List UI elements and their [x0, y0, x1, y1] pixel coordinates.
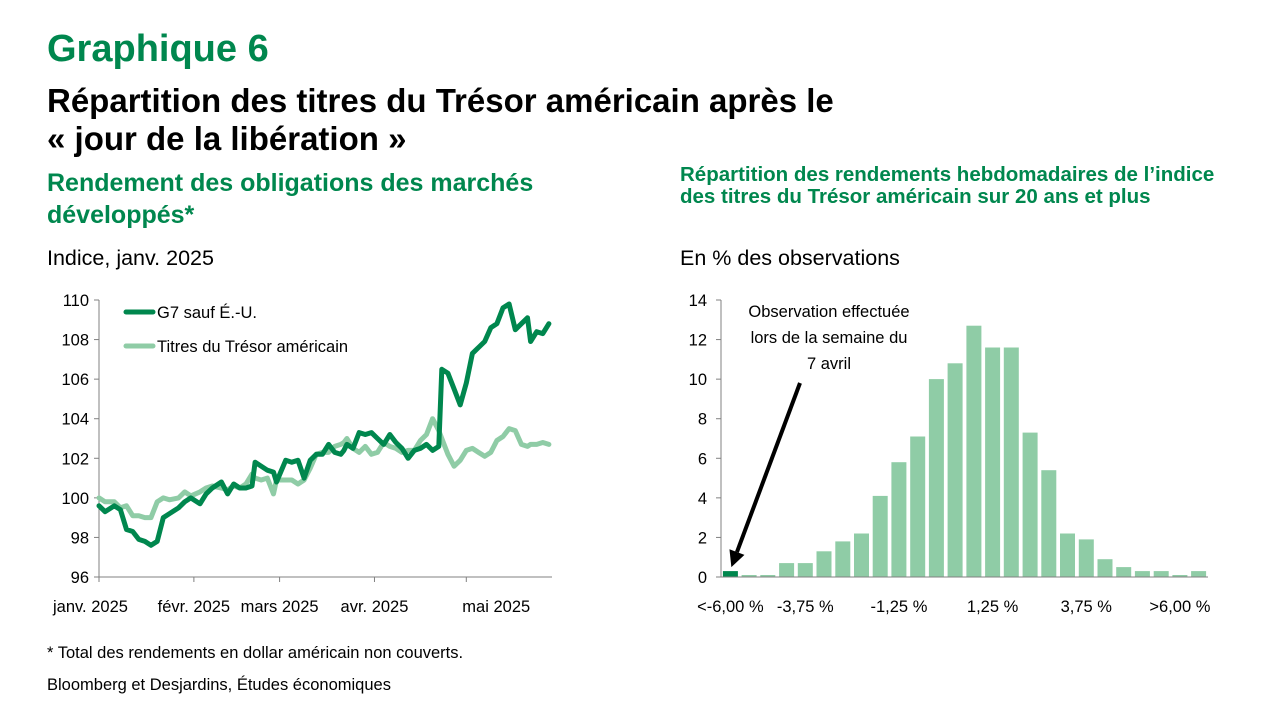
annotation-text: Observation effectuée — [748, 303, 909, 321]
annotation-text: lors de la semaine du — [751, 329, 908, 347]
figure-title: Répartition des titres du Trésor américa… — [47, 82, 947, 158]
bar-chart-y-tick-label: 6 — [698, 450, 707, 468]
bar-chart-y-tick-label: 10 — [689, 371, 707, 389]
line-chart-y-tick-label: 96 — [71, 569, 89, 587]
histogram-bar — [910, 436, 926, 577]
line-chart-y-tick-label: 108 — [61, 332, 89, 350]
bar-chart-y-tick-label: 2 — [698, 529, 707, 547]
line-chart: 96 98 100 102 104 106 108 110 janv. 2025 févr. 20… — [52, 292, 552, 616]
histogram-bar — [1153, 571, 1169, 577]
bar-chart-y-tick-label: 0 — [698, 569, 707, 587]
bar-chart-x-tick-label: -1,25 % — [871, 598, 928, 616]
line-chart-x-tick-label: févr. 2025 — [158, 598, 230, 616]
line-chart-unit-label: Indice, janv. 2025 — [47, 246, 214, 270]
line-chart-y-tick-label: 102 — [61, 450, 89, 468]
line-chart-y-tick-label: 98 — [71, 529, 89, 547]
histogram-bar — [741, 575, 757, 577]
series-line-treasury — [96, 416, 552, 521]
line-chart-subtitle: Rendement des obligations des marchés dé… — [47, 169, 534, 229]
figure-title-line1: Répartition des titres du Trésor américa… — [47, 82, 834, 119]
bar-chart-x-tick-label: -3,75 % — [777, 598, 834, 616]
histogram-bar — [1116, 567, 1132, 577]
bar-chart-x-tick-label: >6,00 % — [1149, 598, 1210, 616]
histogram-bar — [797, 563, 813, 577]
histogram-bar — [1003, 347, 1019, 577]
bar-chart-unit-label: En % des observations — [680, 246, 900, 270]
figure-title-line2: « jour de la libération » — [47, 120, 407, 157]
histogram-bar — [928, 379, 944, 577]
bar-chart-y-tick-label: 8 — [698, 411, 707, 429]
annotation-arrow — [735, 382, 802, 553]
annotation-arrowhead — [729, 549, 745, 568]
bar-chart-x-tick-label: 3,75 % — [1061, 598, 1113, 616]
histogram-bar — [966, 325, 982, 577]
histogram-bar — [1097, 559, 1113, 577]
histogram-bar — [1060, 533, 1075, 577]
line-chart-y-tick-label: 100 — [61, 490, 89, 508]
histogram-bar — [1041, 470, 1057, 577]
legend-label: Titres du Trésor américain — [157, 338, 348, 356]
annotation-text: 7 avril — [807, 355, 851, 373]
bar-chart-x-tick-label: <-6,00 % — [697, 598, 764, 616]
line-chart-y-tick-label: 106 — [61, 371, 89, 389]
bar-chart-subtitle: Répartition des rendements hebdomadaires… — [680, 163, 1215, 208]
legend-label: G7 sauf É.-U. — [157, 303, 257, 322]
line-chart-x-tick-label: janv. 2025 — [52, 598, 128, 616]
histogram-bar — [1172, 575, 1188, 577]
histogram-bar — [760, 575, 776, 577]
line-chart-x-tick-label: mai 2025 — [462, 598, 530, 616]
figure-number: Graphique 6 — [47, 28, 269, 70]
footnote: * Total des rendements en dollar américa… — [47, 644, 464, 662]
series-line-g7 — [96, 301, 552, 548]
line-chart-y-tick-label: 104 — [61, 411, 89, 429]
histogram-bar — [722, 571, 738, 577]
bar-chart-y-tick-label: 4 — [698, 490, 707, 508]
bar-chart-y-tick-label: 14 — [689, 292, 707, 310]
histogram-bar — [835, 541, 851, 577]
histogram-bar — [1078, 539, 1094, 577]
histogram-bar — [1022, 432, 1038, 577]
histogram-bar — [1134, 571, 1150, 577]
bar-chart-y-tick-label: 12 — [689, 332, 707, 350]
line-chart-x-tick-label: mars 2025 — [241, 598, 319, 616]
histogram-bar — [985, 347, 1001, 577]
histogram-bar — [816, 551, 832, 577]
line-chart-y-tick-label: 110 — [63, 292, 89, 310]
histogram-bar — [779, 563, 795, 577]
bar-chart-x-tick-label: 1,25 % — [967, 598, 1019, 616]
histogram-bar — [1191, 571, 1207, 577]
histogram-bar — [854, 533, 869, 577]
line-chart-x-tick-label: avr. 2025 — [341, 598, 409, 616]
histogram-bar — [891, 462, 907, 577]
source-note: Bloomberg et Desjardins, Études économiq… — [47, 676, 391, 694]
histogram-bar — [947, 363, 963, 577]
histogram-bar — [872, 495, 888, 577]
bar-chart: 0 2 4 6 8 10 12 14 <-6,00 % -3,75 % -1,25 % 1,25 % 3… — [689, 292, 1211, 616]
